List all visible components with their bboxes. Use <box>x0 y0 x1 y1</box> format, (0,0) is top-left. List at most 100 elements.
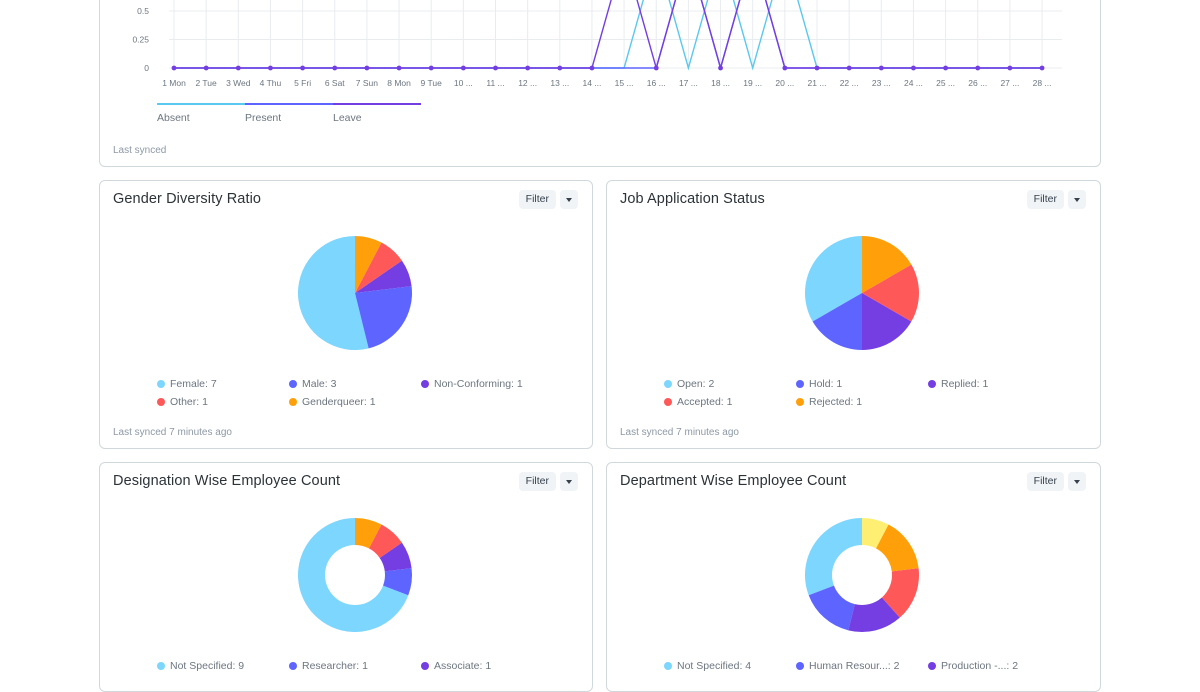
pie-slice[interactable] <box>862 236 912 293</box>
x-tick-label: 15 ... <box>615 78 634 88</box>
x-tick-label: 8 Mon <box>387 78 411 88</box>
pie-slice[interactable] <box>383 568 412 596</box>
pie-slice[interactable] <box>805 236 862 322</box>
pie-slice[interactable] <box>379 542 412 572</box>
x-tick-label: 3 Wed <box>226 78 251 88</box>
legend-swatch <box>157 103 245 105</box>
chevron-down-icon[interactable] <box>560 190 578 209</box>
pie-slice[interactable] <box>875 524 919 572</box>
card-title: Job Application Status <box>620 191 765 207</box>
legend-label: Not Specified: 9 <box>170 660 245 672</box>
legend-dot-icon <box>796 379 804 388</box>
data-point <box>846 65 852 71</box>
legend-dot-icon <box>664 379 672 388</box>
job-status-pie-chart <box>805 236 919 350</box>
x-tick-label: 13 ... <box>550 78 569 88</box>
data-point <box>300 65 305 71</box>
filter-button[interactable]: Filter <box>518 472 556 491</box>
legend-item: Not Specified: 9 <box>157 660 244 672</box>
chevron-down-icon[interactable] <box>560 472 578 491</box>
pie-slice[interactable] <box>848 597 900 632</box>
job-application-status-card: Job Application Status Filter Open: 2 Hol… <box>606 180 1101 449</box>
legend-item: Not Specified: 4 <box>664 660 751 672</box>
series-line <box>174 0 1043 71</box>
pie-slice[interactable] <box>808 585 855 631</box>
y-tick-label: 0.5 <box>137 6 149 16</box>
pie-slice[interactable] <box>862 264 919 322</box>
data-point <box>1039 65 1045 71</box>
pie-slice[interactable] <box>881 568 919 618</box>
legend-label[interactable]: Present <box>245 112 282 124</box>
filter-button[interactable]: Filter <box>1026 190 1064 209</box>
attendance-line-chart: 0 0.25 0.5 1 Mon 2 Tue 3 Wed 4 Thu 5 Fri 6 Sat 7 … <box>132 0 1063 88</box>
data-point <box>814 65 820 71</box>
legend-item: Human Resour...: 2 <box>796 660 899 672</box>
legend-item: Rejected: 1 <box>796 396 862 408</box>
legend-item: Replied: 1 <box>928 378 988 390</box>
department-donut-chart <box>805 518 919 632</box>
x-tick-label: 18 ... <box>711 78 730 88</box>
data-point <box>428 65 434 71</box>
legend-label: Male: 3 <box>302 378 337 390</box>
legend-dot-icon <box>664 397 672 406</box>
data-point <box>878 65 884 71</box>
pie-slice[interactable] <box>368 524 402 558</box>
legend-dot-icon <box>289 397 297 406</box>
x-tick-label: 14 ... <box>582 78 601 88</box>
data-point <box>589 65 595 71</box>
data-point <box>203 65 209 71</box>
legend-dot-icon <box>796 661 804 670</box>
x-tick-label: 1 Mon <box>162 78 186 88</box>
pie-slice[interactable] <box>355 518 382 549</box>
data-point <box>171 65 177 71</box>
pie-slice[interactable] <box>862 293 912 350</box>
x-tick-label: 25 ... <box>936 78 955 88</box>
x-tick-label: 6 Sat <box>325 78 345 88</box>
data-point <box>460 65 466 71</box>
legend-label[interactable]: Leave <box>333 112 362 124</box>
legend-item: Hold: 1 <box>796 378 842 390</box>
filter-button[interactable]: Filter <box>518 190 556 209</box>
x-tick-label: 9 Tue <box>421 78 443 88</box>
x-tick-label: 16 ... <box>647 78 666 88</box>
data-point <box>525 65 531 71</box>
legend-dot-icon <box>421 379 429 388</box>
legend-label: Accepted: 1 <box>677 396 733 408</box>
legend-item: Accepted: 1 <box>664 396 732 408</box>
x-tick-label: 10 ... <box>454 78 473 88</box>
pie-slice[interactable] <box>355 260 412 293</box>
filter-button[interactable]: Filter <box>1026 472 1064 491</box>
legend-item: Open: 2 <box>664 378 714 390</box>
x-tick-label: 5 Fri <box>294 78 311 88</box>
legend-dot-icon <box>157 397 165 406</box>
legend-item: Researcher: 1 <box>289 660 368 672</box>
legend-item: Male: 3 <box>289 378 336 390</box>
chevron-down-icon[interactable] <box>1068 472 1086 491</box>
pie-slice[interactable] <box>805 518 862 596</box>
data-point <box>396 65 402 71</box>
pie-slice[interactable] <box>355 236 382 293</box>
pie-slice[interactable] <box>355 242 402 293</box>
legend-label: Rejected: 1 <box>809 396 863 408</box>
legend-label: Human Resour...: 2 <box>809 660 900 672</box>
data-point <box>653 65 659 71</box>
legend-item: Other: 1 <box>157 396 208 408</box>
pie-slice[interactable] <box>298 518 409 632</box>
chevron-down-icon[interactable] <box>1068 190 1086 209</box>
designation-donut-chart <box>298 518 412 632</box>
pie-slice[interactable] <box>812 293 862 350</box>
legend-label[interactable]: Absent <box>157 112 190 124</box>
legend-item: Female: 7 <box>157 378 217 390</box>
x-tick-label: 4 Thu <box>260 78 282 88</box>
legend-dot-icon <box>928 379 936 388</box>
pie-slice[interactable] <box>355 286 412 349</box>
legend-dot-icon <box>157 661 165 670</box>
pie-slice[interactable] <box>298 236 369 350</box>
legend-swatch <box>245 103 333 105</box>
legend-dot-icon <box>421 661 429 670</box>
legend-label: Open: 2 <box>677 378 715 390</box>
data-point <box>718 65 723 71</box>
x-tick-label: 22 ... <box>840 78 859 88</box>
pie-slice[interactable] <box>862 518 889 549</box>
x-tick-label: 26 ... <box>968 78 987 88</box>
